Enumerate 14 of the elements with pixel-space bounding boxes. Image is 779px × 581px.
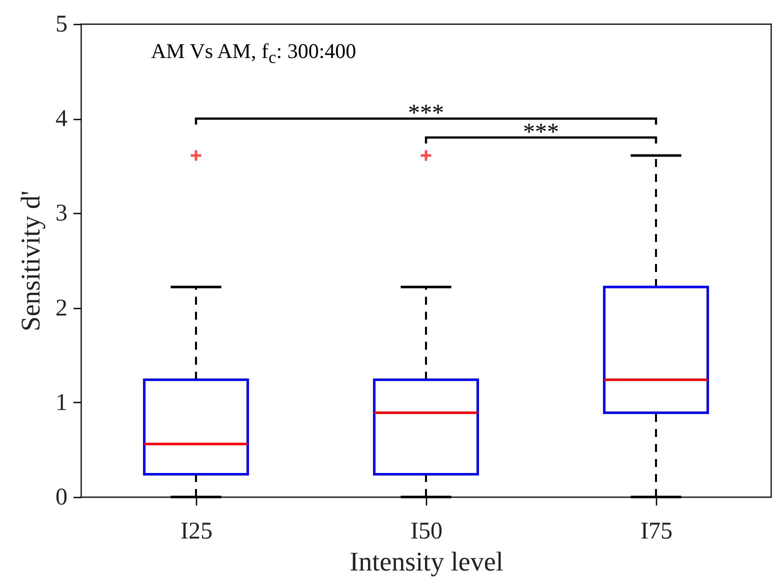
annotation: *** <box>408 100 444 127</box>
y-tick-label: 3 <box>56 200 68 227</box>
y-axis-title: Sensitivity d' <box>16 190 46 332</box>
x-tick-label: I50 <box>410 518 442 544</box>
y-tick-label: 1 <box>56 390 68 416</box>
y-tick-label: 2 <box>56 295 68 322</box>
y-tick-label: 4 <box>56 106 68 132</box>
annotation: AM Vs AM, f$_{c}$: 300:400 <box>151 39 356 68</box>
x-tick-label: I75 <box>640 518 672 544</box>
x-tick-label: I25 <box>180 518 212 544</box>
y-tick-label: 5 <box>56 12 68 38</box>
y-tick-label: 0 <box>56 484 68 510</box>
annotation: *** <box>523 120 559 146</box>
x-axis-title: Intensity level <box>350 546 504 576</box>
